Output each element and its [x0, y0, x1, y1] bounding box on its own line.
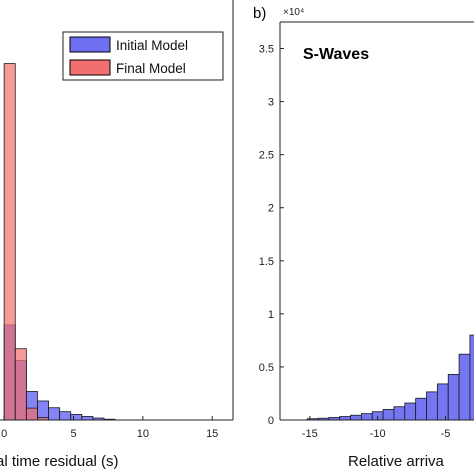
panel-b-y-tick-label-7: 3.5: [259, 44, 274, 56]
initial-model-bar-5: [59, 411, 72, 421]
s-wave-bar-7: [382, 408, 395, 421]
s-wave-bar-15: [469, 334, 474, 421]
panel-a-histogram: 0 5 10 15 al time residual (s) Initial Mode…: [0, 0, 234, 470]
panel-a-x-tick-label-3: 15: [206, 428, 218, 440]
panel-b-y-tick-label-0: 0: [268, 415, 274, 427]
s-wave-bar-11: [426, 391, 438, 421]
final-model-bars: [3, 63, 49, 421]
panel-b-title: S-Waves: [303, 46, 369, 63]
panel-b-y-tick-label-4: 2: [268, 203, 274, 215]
panel-b-y-ticks: 0 0.5 1 1.5 2 2.5 3 3.5: [259, 44, 284, 427]
panel-b-letter: b): [253, 5, 266, 22]
s-wave-bar-9: [404, 402, 417, 421]
s-wave-bar-10: [415, 397, 427, 421]
panel-b-y-tick-label-3: 1.5: [259, 256, 274, 268]
panel-a-x-ticks: 0 5 10 15: [1, 416, 218, 440]
panel-a-axes: [0, 0, 234, 421]
panel-a-x-tick-label-0: 0: [1, 428, 7, 440]
s-wave-bar-3: [339, 416, 351, 421]
final-model-bar-2: [25, 407, 38, 421]
panel-b-axes: [279, 21, 474, 421]
final-model-bar-0: [3, 63, 16, 421]
panel-b-x-ticks: -15 -10 -5: [302, 416, 451, 440]
panel-b-y-exponent: ×10⁴: [283, 7, 304, 18]
panel-b-y-tick-label-1: 0.5: [259, 362, 274, 374]
s-wave-bar-13: [447, 373, 460, 421]
initial-model-bar-4: [48, 407, 61, 421]
panel-b-x-tick-label-1: -10: [370, 428, 386, 440]
panel-b-y-tick-label-2: 1: [268, 309, 274, 321]
legend-label-final-model: Final Model: [116, 61, 186, 76]
legend-label-initial-model: Initial Model: [116, 38, 188, 53]
s-wave-bar-5: [360, 413, 373, 421]
panel-a-x-tick-label-1: 5: [70, 428, 76, 440]
s-wave-bar-14: [458, 353, 471, 421]
panel-b-x-tick-label-2: -5: [441, 428, 451, 440]
initial-model-bar-3: [37, 400, 49, 421]
panel-a-x-tick-label-2: 10: [137, 428, 149, 440]
legend: Initial Model Final Model: [62, 31, 224, 81]
s-wave-bar-8: [393, 406, 406, 421]
panel-b-y-tick-label-5: 2.5: [259, 150, 274, 162]
s-wave-bar-4: [350, 414, 362, 421]
initial-model-bar-7: [81, 416, 94, 421]
initial-model-bar-6: [70, 414, 83, 421]
panel-a-x-axis-label: al time residual (s): [0, 453, 119, 470]
panel-b-bars: [306, 334, 474, 421]
legend-swatch-initial-model: [69, 36, 111, 53]
s-wave-bar-12: [436, 383, 449, 421]
panel-b-x-tick-label-0: -15: [302, 428, 318, 440]
legend-swatch-final-model: [69, 59, 111, 76]
panel-b-x-axis-label: Relative arriva: [348, 453, 445, 470]
final-model-bar-1: [14, 348, 27, 421]
panel-b-histogram: b) ×10⁴ S-Waves -15 -10 -5 0 0.5 1 1.5 2 2.5 3 3.…: [253, 5, 474, 470]
panel-b-y-tick-label-6: 3: [268, 97, 274, 109]
